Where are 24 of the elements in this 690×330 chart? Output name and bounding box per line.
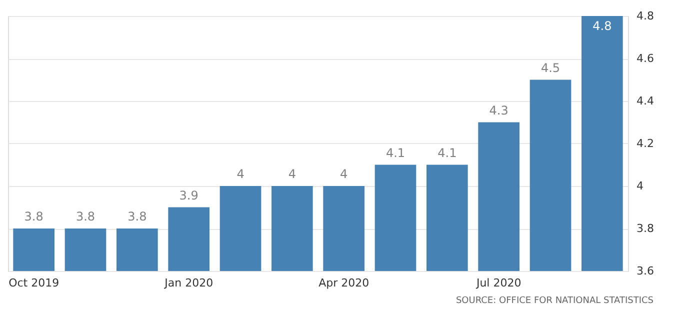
y-tick-label: 3.8 — [636, 222, 654, 235]
y-tick-label: 3.6 — [636, 264, 654, 278]
data-label: 3.9 — [179, 188, 198, 202]
data-label: 4.1 — [386, 146, 406, 160]
y-tick-label: 4.4 — [636, 94, 654, 108]
data-label: 4.8 — [592, 19, 612, 33]
data-label: 3.8 — [24, 210, 44, 224]
data-label: 3.8 — [76, 210, 96, 224]
y-tick-label: 4.6 — [636, 52, 654, 65]
data-label: 3.8 — [128, 210, 147, 224]
data-label: 4 — [236, 167, 244, 181]
data-label: 4 — [288, 167, 296, 181]
source-note: SOURCE: OFFICE FOR NATIONAL STATISTICS — [456, 296, 654, 306]
data-label: 4.5 — [540, 60, 560, 75]
x-tick-label: Jul 2020 — [475, 276, 522, 290]
x-tick-label: Oct 2019 — [8, 276, 60, 290]
data-label: 4.3 — [489, 103, 508, 118]
data-label: 4 — [340, 167, 348, 181]
y-tick-label: 4.2 — [636, 137, 654, 150]
y-tick-label: 4 — [636, 180, 644, 192]
x-tick-label: Jan 2020 — [164, 276, 214, 290]
data-label: 4.1 — [438, 146, 457, 160]
y-tick-label: 4.8 — [636, 10, 654, 22]
x-tick-label: Apr 2020 — [318, 276, 370, 290]
